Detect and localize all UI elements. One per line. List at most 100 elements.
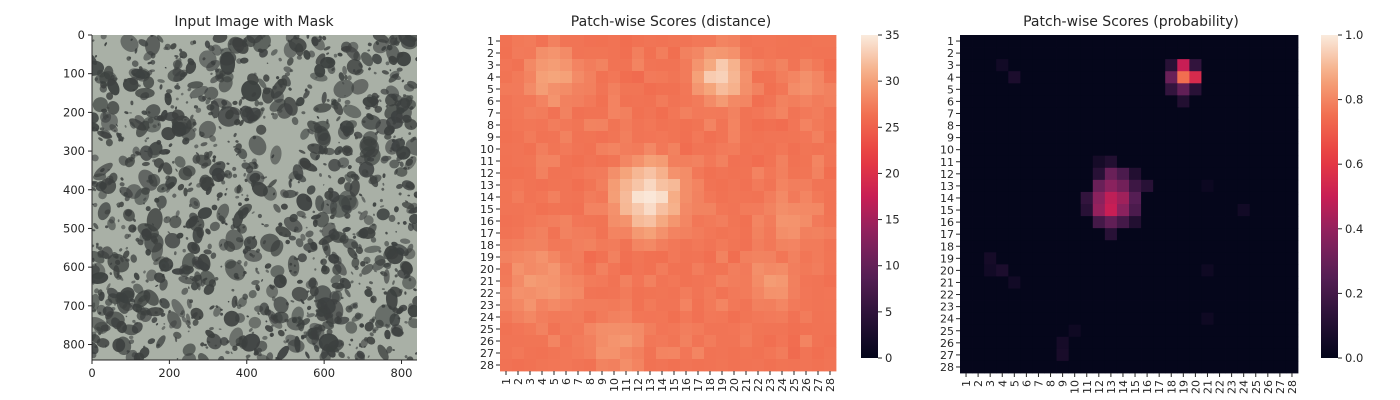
- heatmap-cell: [704, 215, 717, 228]
- heatmap-cell: [1068, 131, 1082, 145]
- heatmap-cell: [584, 359, 597, 372]
- heatmap-cell: [1273, 324, 1287, 338]
- heatmap-cell: [1285, 167, 1299, 181]
- heatmap-cell: [1104, 252, 1118, 265]
- texture-blob: [150, 35, 154, 37]
- heatmap-cell: [512, 239, 525, 252]
- texture-blob: [347, 75, 352, 81]
- heatmap-cell: [764, 131, 777, 144]
- heatmap-cell: [972, 204, 985, 217]
- heatmap-cell: [584, 131, 597, 144]
- heatmap-cell: [1225, 95, 1239, 108]
- texture-blob: [282, 189, 297, 199]
- heatmap-cell: [680, 107, 693, 120]
- heatmap-cell: [728, 95, 741, 108]
- heatmap-cell: [572, 311, 585, 324]
- heatmap-cell: [1129, 83, 1142, 96]
- heatmap-cell: [1032, 59, 1045, 72]
- heatmap-cell: [1213, 204, 1226, 217]
- heatmap-cell: [512, 35, 525, 48]
- heatmap-cell: [572, 107, 585, 120]
- heatmap-cell: [800, 227, 813, 240]
- heatmap-cell: [1020, 264, 1033, 277]
- probability-heatmap-title: Patch-wise Scores (probability): [1023, 14, 1239, 30]
- heatmap-cell: [824, 215, 837, 228]
- heatmap-cell: [764, 323, 777, 336]
- texture-blob: [190, 114, 194, 120]
- texture-blob: [240, 105, 255, 124]
- texture-blob: [145, 137, 150, 140]
- heatmap-cell: [1153, 348, 1166, 362]
- heatmap-cell: [1189, 228, 1202, 241]
- heatmap-cell: [1213, 59, 1226, 72]
- heatmap-cell: [1032, 288, 1045, 301]
- heatmap-cell: [1237, 228, 1251, 241]
- heatmap-cell: [1068, 35, 1082, 48]
- heatmap-cell: [584, 287, 597, 300]
- texture-blob: [337, 98, 342, 103]
- heatmap-cell: [1153, 360, 1166, 374]
- heatmap-cell: [644, 83, 657, 96]
- texture-blob: [398, 192, 402, 196]
- texture-blob: [220, 312, 224, 316]
- heatmap-cell: [1177, 228, 1190, 241]
- heatmap-cell: [512, 191, 525, 204]
- texture-blob: [238, 202, 242, 207]
- texture-blob: [404, 291, 407, 295]
- heatmap-cell: [984, 240, 997, 253]
- heatmap-cell: [680, 59, 693, 72]
- heatmap-cell: [1261, 312, 1275, 326]
- heatmap-cell: [668, 119, 681, 132]
- texture-blob: [205, 228, 211, 235]
- texture-blob: [93, 188, 97, 192]
- heatmap-cell: [668, 323, 681, 336]
- heatmap-cell: [1080, 119, 1094, 132]
- texture-blob: [150, 59, 156, 65]
- texture-blob: [186, 187, 194, 193]
- texture-blob: [344, 174, 352, 183]
- heatmap-cell: [800, 83, 813, 96]
- texture-blob: [296, 210, 306, 218]
- texture-blob: [345, 305, 353, 313]
- heatmap-cell: [1068, 264, 1082, 277]
- texture-blob: [367, 157, 375, 162]
- heatmap-cell: [608, 95, 621, 108]
- texture-blob: [305, 351, 310, 359]
- heatmap-cell: [1116, 216, 1130, 229]
- texture-blob: [205, 329, 215, 339]
- heatmap-cell: [1177, 264, 1190, 277]
- heatmap-cell: [596, 47, 609, 60]
- heatmap-cell: [716, 95, 729, 108]
- texture-blob: [266, 62, 269, 65]
- heatmap-cell: [1213, 71, 1226, 84]
- heatmap-cell: [1080, 336, 1094, 350]
- heatmap-cell: [1104, 167, 1118, 181]
- heatmap-cell: [1285, 228, 1299, 241]
- heatmap-cell: [1020, 348, 1033, 362]
- heatmap-cell: [596, 179, 609, 192]
- heatmap-cell: [704, 143, 717, 156]
- heatmap-cell: [644, 311, 657, 324]
- heatmap-cell: [1116, 312, 1130, 326]
- heatmap-cell: [1165, 71, 1178, 84]
- heatmap-cell: [548, 83, 561, 96]
- heatmap-cell: [1020, 324, 1033, 338]
- texture-blob: [254, 99, 260, 107]
- texture-blob: [379, 205, 385, 208]
- heatmap-cell: [644, 191, 657, 204]
- heatmap-cell: [1249, 204, 1263, 217]
- texture-blob: [311, 337, 323, 349]
- heatmap-cell: [960, 179, 973, 193]
- heatmap-cell: [656, 299, 669, 312]
- heatmap-cell: [728, 131, 741, 144]
- heatmap-cell: [704, 167, 717, 180]
- heatmap-cell: [620, 299, 633, 312]
- heatmap-cell: [972, 216, 985, 229]
- col-tick-label: 9: [596, 378, 609, 385]
- heatmap-cell: [1020, 143, 1033, 157]
- texture-blob: [312, 122, 316, 125]
- heatmap-cell: [1104, 47, 1118, 60]
- heatmap-cell: [644, 179, 657, 192]
- heatmap-cell: [1273, 47, 1287, 60]
